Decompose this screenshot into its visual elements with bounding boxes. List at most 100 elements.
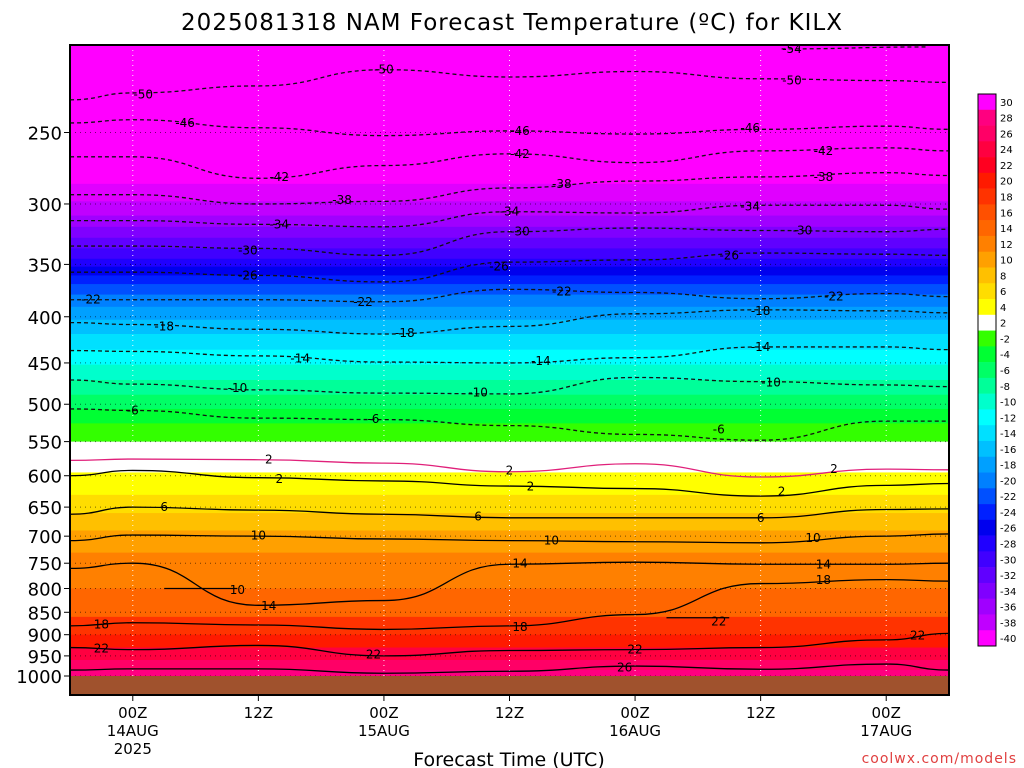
x-tick-label: 14AUG — [107, 722, 159, 740]
x-tick-label: 00Z — [620, 704, 649, 722]
colorbar-swatch — [978, 456, 996, 473]
y-tick-label: 450 — [28, 354, 62, 375]
contour-label: 6 — [474, 510, 482, 524]
contour-line — [70, 561, 949, 606]
contour-label: -50 — [374, 63, 394, 77]
colorbar-swatch — [978, 299, 996, 316]
colorbar-label: -10 — [1000, 398, 1016, 409]
temperature-band — [70, 226, 949, 239]
colorbar-label: 30 — [1000, 98, 1013, 109]
temperature-band — [70, 423, 949, 443]
contour-label: -26 — [719, 248, 739, 262]
contour-label: 2 — [506, 463, 514, 477]
x-tick-label: 2025 — [114, 740, 152, 758]
temperature-band — [70, 494, 949, 514]
chart-title: 2025081318 NAM Forecast Temperature (ºC)… — [181, 10, 843, 36]
colorbar-label: -12 — [1000, 413, 1016, 424]
contour-line — [70, 506, 949, 519]
temperature-band — [70, 258, 949, 268]
colorbar-swatch — [978, 519, 996, 536]
temperature-band — [70, 349, 949, 366]
colorbar-swatch — [978, 235, 996, 253]
y-tick-label: 250 — [28, 123, 62, 144]
x-tick-label: 12Z — [746, 704, 775, 722]
temperature-band — [70, 334, 949, 351]
contour-label: -34 — [269, 217, 289, 231]
colorbar-label: 24 — [1000, 145, 1013, 156]
colorbar-swatch — [978, 172, 996, 189]
y-tick-label: 700 — [28, 527, 62, 548]
contour-label: -10 — [228, 381, 248, 395]
contour-label: -22 — [81, 293, 101, 307]
contour-label: 6 — [757, 511, 765, 525]
contour-label: 14 — [261, 599, 276, 613]
temperature-band — [70, 634, 949, 649]
contour-line — [70, 119, 949, 137]
temperature-band — [70, 183, 949, 202]
y-tick-label: 650 — [28, 498, 62, 519]
colorbar-label: 22 — [1000, 161, 1013, 172]
contour-label: 18 — [94, 618, 109, 632]
x-tick-label: 16AUG — [609, 722, 661, 740]
temperature-band — [70, 588, 949, 618]
y-tick-label: 400 — [28, 308, 62, 329]
contour-label: -30 — [510, 225, 530, 239]
colorbar-label: 8 — [1000, 271, 1006, 282]
contour-label: 22 — [627, 643, 642, 657]
colorbar-label: 12 — [1000, 240, 1013, 251]
colorbar-swatch — [978, 251, 996, 268]
temperature-band — [70, 364, 949, 381]
ground-surface — [70, 676, 949, 695]
contour-label: 10 — [251, 529, 266, 543]
colorbar-label: 16 — [1000, 208, 1013, 219]
contour-line — [70, 578, 949, 631]
colorbar-swatch — [978, 535, 996, 552]
contour-label: -34 — [740, 200, 760, 214]
contour-label: 22 — [366, 648, 381, 662]
temperature-band — [70, 319, 949, 335]
colorbar-swatch — [978, 409, 996, 426]
contour-line — [70, 172, 949, 205]
colorbar: 30 28 26 24 22 20 18 16 14 12 10 8 6 4 2 -2 -4 -6 -8 -10 -12… — [977, 93, 1016, 647]
contour-label: -14 — [290, 352, 310, 366]
colorbar-swatch — [978, 567, 996, 584]
contour-label: 22 — [94, 641, 109, 655]
colorbar-swatch — [978, 220, 996, 237]
contour-labels: -54 -50 -50 -50 -46 -46 -46 -42 -42 -42 -38 -38 -38 -… — [81, 45, 925, 674]
colorbar-swatch — [978, 157, 996, 174]
temperature-band — [70, 215, 949, 228]
y-tick-label: 300 — [28, 195, 62, 216]
contour-line — [70, 533, 949, 544]
temperature-band — [70, 394, 949, 410]
contour-label: -10 — [761, 375, 781, 389]
contour-label: -34 — [500, 205, 520, 219]
temperature-band — [70, 266, 949, 276]
contour-label: 10 — [230, 583, 245, 597]
colorbar-label: 28 — [1000, 114, 1013, 125]
colorbar-label: -22 — [1000, 492, 1016, 503]
x-tick-label: 00Z — [369, 704, 398, 722]
colorbar-label: 4 — [1000, 303, 1006, 314]
colorbar-swatch — [978, 614, 996, 631]
contour-label: -50 — [782, 74, 802, 88]
temperature-band — [70, 237, 949, 249]
colorbar-label: 14 — [1000, 224, 1013, 235]
contour-line — [70, 204, 949, 228]
temperature-band — [70, 408, 949, 424]
contour-line — [70, 252, 949, 283]
contour-label: -18 — [154, 319, 174, 333]
contour-label: 2 — [830, 462, 838, 476]
contour-line — [70, 288, 949, 303]
temperature-band — [70, 441, 949, 473]
colorbar-label: -2 — [1000, 334, 1010, 345]
colorbar-swatch — [978, 267, 996, 284]
contour-label: -26 — [489, 260, 509, 274]
y-axis: 2503003504004505005506006507007508008509… — [16, 123, 70, 688]
contour-line — [70, 147, 949, 179]
temperature-band — [70, 201, 949, 217]
grid-lines — [70, 45, 949, 695]
contour-label: 18 — [512, 620, 527, 634]
contour-label: 2 — [265, 453, 273, 467]
y-tick-label: 600 — [28, 467, 62, 488]
